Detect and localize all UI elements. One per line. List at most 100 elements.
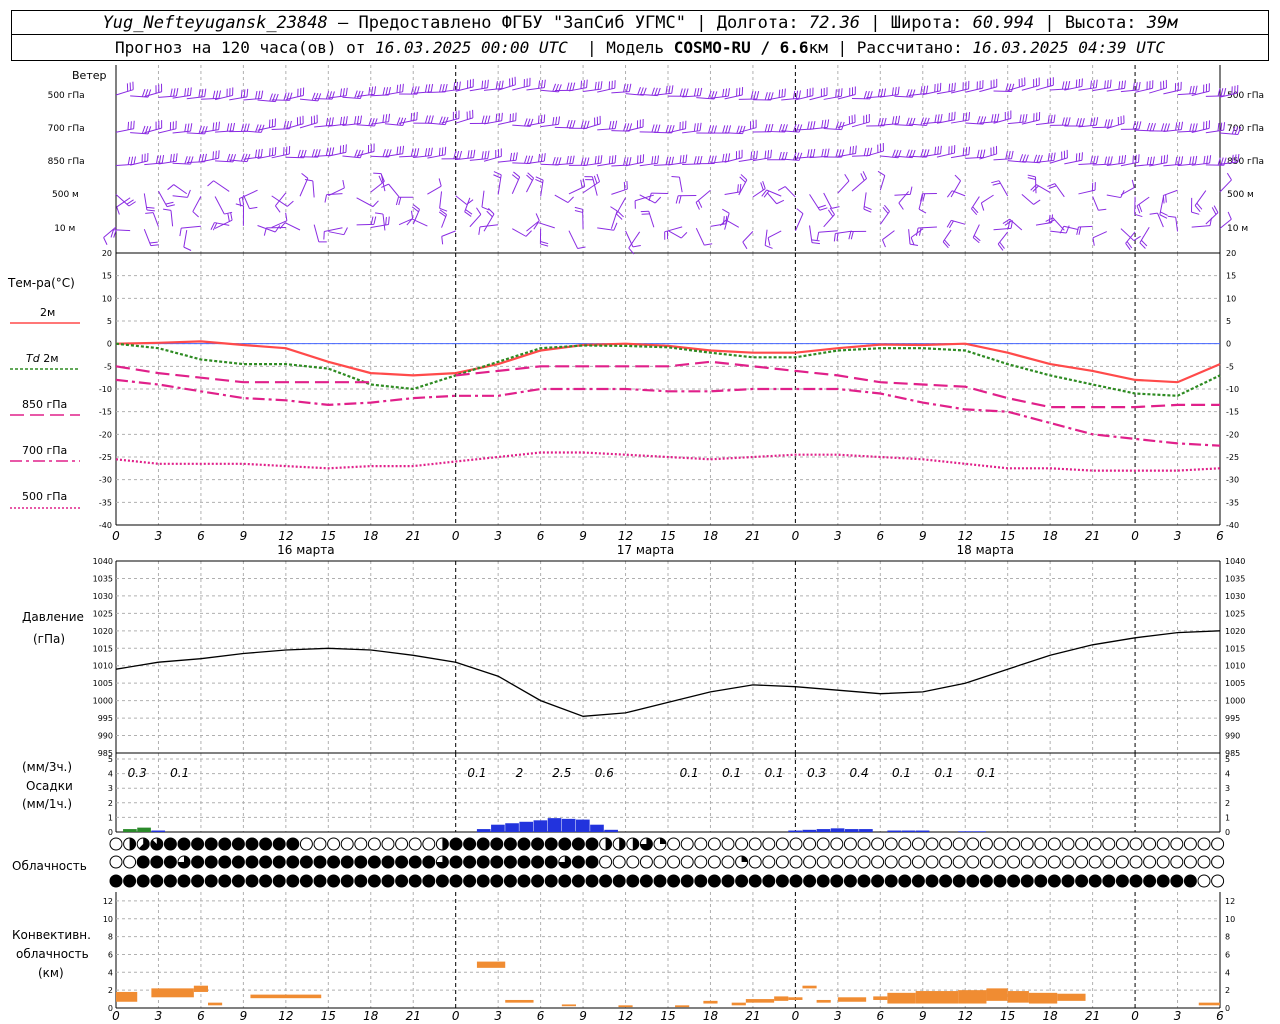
temp-ytick-right: -25 xyxy=(1226,453,1239,462)
wind-barb-shaft xyxy=(597,227,614,231)
cloud-symbol xyxy=(599,874,613,888)
wind-barb-feather xyxy=(1061,81,1065,90)
wind-barb-feather xyxy=(1194,155,1198,164)
wind-barb-shaft xyxy=(483,88,502,91)
wind-barb-shaft xyxy=(512,124,531,127)
wind-barb-feather xyxy=(1050,114,1053,123)
cloud-symbol-fill xyxy=(1130,875,1142,887)
wind-barb-feather xyxy=(642,87,647,96)
wind-barb-feather xyxy=(710,91,715,99)
wind-barb xyxy=(1064,118,1085,127)
cloud-symbol-fill xyxy=(137,856,150,868)
cloud-symbol-fill xyxy=(694,875,707,887)
wind-barb-feather xyxy=(342,116,345,125)
wind-barb xyxy=(816,230,838,241)
wind-barb-feather xyxy=(515,152,518,161)
wind-barb xyxy=(299,172,309,197)
time-tick-label: 0 xyxy=(452,529,460,543)
wind-barb-feather xyxy=(396,146,399,155)
pressure-ytick-right: 995 xyxy=(1225,714,1240,723)
wind-barb xyxy=(1078,182,1096,195)
wind-barb xyxy=(568,230,586,250)
wind-barb-shaft xyxy=(285,123,304,130)
cloud-symbol xyxy=(109,837,123,851)
wind-barb-feather xyxy=(880,117,884,126)
wind-barb-feather xyxy=(1189,123,1192,132)
wind-barb-feather xyxy=(481,115,485,124)
temp-ytick-left: -20 xyxy=(99,430,112,439)
wind-barb xyxy=(946,219,966,229)
wind-barb xyxy=(936,82,956,95)
wind-barb-shaft xyxy=(439,191,443,209)
wind-barb-shaft xyxy=(540,179,544,197)
cloud-symbol xyxy=(680,837,694,851)
wind-barb-shaft xyxy=(738,127,757,133)
wind-barb xyxy=(271,145,291,159)
wind-barb-feather xyxy=(190,156,194,165)
wind-barb-feather xyxy=(1092,237,1095,246)
conv-cloud-bar xyxy=(802,985,817,989)
cloud-symbol-fill xyxy=(762,875,775,887)
cloud-symbol xyxy=(1129,837,1143,851)
cloud-symbol-ring xyxy=(721,855,735,869)
cloud-symbol-fill xyxy=(722,875,734,887)
cloud-symbol xyxy=(612,874,626,888)
wind-barb-shaft xyxy=(130,132,149,135)
cloud-symbol xyxy=(1034,837,1048,851)
cloud-symbol-ring xyxy=(1143,837,1157,851)
wind-barb-feather xyxy=(923,117,927,126)
cloud-symbol-fill xyxy=(871,875,884,887)
wind-barb-feather xyxy=(795,124,800,133)
wind-barb-shaft xyxy=(284,222,301,231)
wind-barb-feather xyxy=(345,116,348,125)
wind-barb xyxy=(381,183,400,198)
wind-barb-shaft xyxy=(918,194,924,210)
wind-barb xyxy=(667,230,688,239)
wind-barb-shaft xyxy=(766,189,782,197)
wind-barb xyxy=(192,196,202,218)
cloud-symbol xyxy=(1115,855,1129,869)
wind-barb-shaft xyxy=(342,122,361,126)
wind-barb-feather xyxy=(246,88,249,97)
wind-barb-feather xyxy=(175,88,179,97)
wind-barb-shaft xyxy=(115,128,134,133)
conv-ytick-left: 10 xyxy=(103,915,113,924)
station-name: Yug_Nefteyugansk_23848 xyxy=(102,13,328,33)
precip-3h-label: 0.3 xyxy=(807,766,826,780)
wind-barb-feather xyxy=(1220,122,1223,131)
wind-barb xyxy=(455,195,474,205)
wind-barb xyxy=(1194,190,1207,213)
wind-barb-shaft xyxy=(1064,159,1083,165)
cloud-symbol-ring xyxy=(775,837,789,851)
pressure-ytick-left: 985 xyxy=(98,749,113,758)
wind-barb-shaft xyxy=(257,125,276,131)
wind-barb-feather xyxy=(1019,114,1022,123)
wind-barb-shaft xyxy=(172,195,188,198)
wind-barb-feather xyxy=(1121,80,1124,89)
cloud-symbol xyxy=(313,855,327,869)
cloud-symbol xyxy=(327,874,341,888)
wind-barb xyxy=(568,157,590,166)
cloud-symbol-fill xyxy=(409,856,422,868)
cloud-symbol-fill xyxy=(218,875,231,887)
wind-barb-shaft xyxy=(682,130,701,134)
cloud-symbol xyxy=(612,855,626,869)
wind-barb xyxy=(324,193,343,203)
wind-barb xyxy=(143,228,159,247)
wind-barb-shaft xyxy=(1007,121,1026,125)
wind-barb-feather xyxy=(951,112,953,121)
temp-ytick-left: 20 xyxy=(102,249,112,258)
wind-barb-feather xyxy=(1090,117,1093,126)
cloud-symbol-fill xyxy=(504,856,517,868)
wind-barb-feather xyxy=(1124,154,1127,164)
cloud-symbol-fill xyxy=(422,856,435,868)
conv-ytick-right: 4 xyxy=(1225,968,1230,977)
wind-barb xyxy=(1135,156,1155,167)
wind-barb-shaft xyxy=(998,180,1009,197)
cloud-symbol xyxy=(150,837,164,851)
wind-barb xyxy=(214,87,234,101)
wind-barb-feather xyxy=(1135,121,1139,130)
cloud-symbol-fill xyxy=(558,856,571,868)
wind-barb-feather xyxy=(1166,123,1170,132)
wind-barb-feather xyxy=(501,80,504,89)
